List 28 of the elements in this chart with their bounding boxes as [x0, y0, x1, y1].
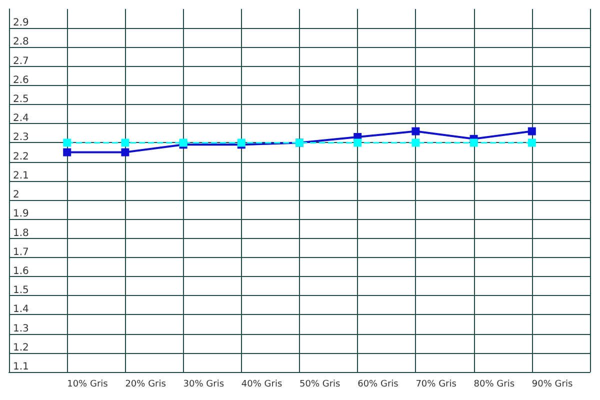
x-tick-label: 90% Gris: [532, 380, 573, 390]
x-tick-label: 80% Gris: [474, 380, 515, 390]
y-tick-label: 2.7: [13, 56, 29, 67]
y-tick-label: 1.5: [13, 285, 29, 296]
y-tick-label: 1.3: [13, 323, 29, 334]
x-tick-label: 50% Gris: [300, 380, 341, 390]
x-tick-label: 10% Gris: [67, 380, 108, 390]
y-tick-label: 2.6: [13, 74, 29, 86]
x-tick-label: 30% Gris: [183, 380, 224, 390]
x-tick-label: 70% Gris: [416, 380, 457, 390]
y-tick-label: 2.8: [13, 36, 29, 48]
y-tick-label: 2.3: [13, 132, 29, 144]
y-tick-label: 1.8: [13, 228, 29, 239]
y-tick-label: 1.4: [13, 304, 29, 316]
y-tick-label: 1.7: [13, 246, 29, 258]
x-tick-label: 40% Gris: [241, 380, 282, 390]
y-tick-label: 1.1: [13, 362, 29, 372]
y-tick-label: 2.2: [13, 151, 29, 162]
y-tick-label: 2.9: [13, 18, 29, 29]
x-tick-label: 20% Gris: [125, 380, 166, 390]
x-tick-label: 60% Gris: [358, 380, 399, 390]
y-tick-label: 2.5: [13, 94, 29, 106]
y-tick-label: 1.2: [13, 342, 29, 354]
y-tick-label: 1.6: [13, 266, 29, 277]
y-tick-label: 2.4: [13, 113, 29, 124]
y-tick-label: 2: [13, 190, 20, 201]
y-tick-label: 1.9: [13, 208, 29, 220]
y-tick-label: 2.1: [13, 170, 29, 182]
